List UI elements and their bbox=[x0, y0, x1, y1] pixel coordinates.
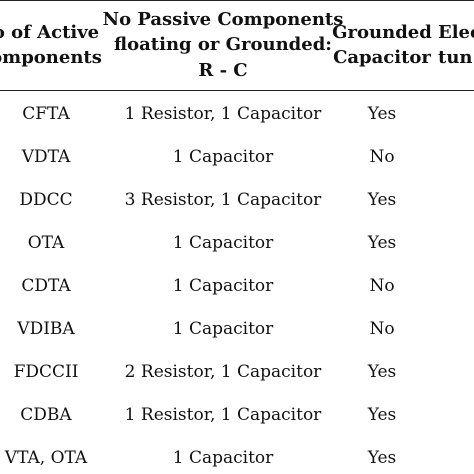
cell-active-component: CDBA bbox=[20, 404, 72, 425]
cell-passive-components: 1 Capacitor bbox=[172, 146, 274, 167]
table-row: VDTA 1 Capacitor No bbox=[0, 135, 474, 178]
cell-active-component: VDTA bbox=[21, 146, 71, 167]
header-line: o of Active bbox=[0, 21, 100, 43]
cell-passive-components: 2 Resistor, 1 Capacitor bbox=[124, 361, 322, 382]
cell-active-component: VDIBA bbox=[17, 318, 75, 339]
header-bottom-rule bbox=[0, 90, 474, 91]
header-line: tun bbox=[438, 47, 473, 68]
cell-passive-components: 1 Capacitor bbox=[172, 318, 274, 339]
cell-passive-components: 1 Resistor, 1 Capacitor bbox=[124, 103, 322, 124]
cell-passive-components: 1 Capacitor bbox=[172, 232, 274, 253]
header-line: R - C bbox=[198, 59, 248, 81]
table-row: CDTA 1 Capacitor No bbox=[0, 264, 474, 307]
header-line: Elec bbox=[438, 21, 474, 43]
cell-grounded-capacitor: Yes bbox=[367, 404, 397, 425]
table-row: OTA 1 Capacitor Yes bbox=[0, 221, 474, 264]
header-line: Capacitor bbox=[333, 47, 431, 68]
header-electronic-tunability: Elec tun bbox=[438, 0, 474, 90]
cell-passive-components: 1 Capacitor bbox=[172, 447, 274, 468]
table-top-rule bbox=[0, 0, 474, 1]
table-row: VDIBA 1 Capacitor No bbox=[0, 307, 474, 350]
cell-active-component: CDTA bbox=[21, 275, 71, 296]
table-row: DDCC 3 Resistor, 1 Capacitor Yes bbox=[0, 178, 474, 221]
cell-grounded-capacitor: Yes bbox=[367, 361, 397, 382]
cell-active-component: CFTA bbox=[22, 103, 70, 124]
table-row: VTA, OTA 1 Capacitor Yes bbox=[0, 436, 474, 474]
cell-active-component: OTA bbox=[27, 232, 65, 253]
cell-passive-components: 3 Resistor, 1 Capacitor bbox=[124, 189, 322, 210]
cell-passive-components: 1 Resistor, 1 Capacitor bbox=[124, 404, 322, 425]
table-row: CFTA 1 Resistor, 1 Capacitor Yes bbox=[0, 92, 474, 135]
cell-active-component: FDCCII bbox=[13, 361, 79, 382]
header-line: Grounded bbox=[332, 21, 432, 43]
header-line: omponents bbox=[0, 47, 102, 68]
cell-grounded-capacitor: Yes bbox=[367, 232, 397, 253]
cell-passive-components: 1 Capacitor bbox=[172, 275, 274, 296]
cell-active-component: VTA, OTA bbox=[4, 447, 88, 468]
table-row: FDCCII 2 Resistor, 1 Capacitor Yes bbox=[0, 350, 474, 393]
cell-grounded-capacitor: No bbox=[369, 146, 395, 167]
header-line: No Passive Components bbox=[102, 9, 344, 31]
cell-grounded-capacitor: No bbox=[369, 318, 395, 339]
header-active-components: o of Active omponents bbox=[0, 0, 135, 90]
cell-grounded-capacitor: Yes bbox=[367, 189, 397, 210]
table-row: CDBA 1 Resistor, 1 Capacitor Yes bbox=[0, 393, 474, 436]
cell-grounded-capacitor: No bbox=[369, 275, 395, 296]
header-grounded-capacitor: Grounded Capacitor bbox=[326, 0, 438, 90]
header-passive-components: No Passive Components floating or Ground… bbox=[103, 0, 344, 90]
header-line: floating or Grounded: bbox=[114, 34, 332, 56]
cell-active-component: DDCC bbox=[19, 189, 73, 210]
cell-grounded-capacitor: Yes bbox=[367, 103, 397, 124]
cell-grounded-capacitor: Yes bbox=[367, 447, 397, 468]
